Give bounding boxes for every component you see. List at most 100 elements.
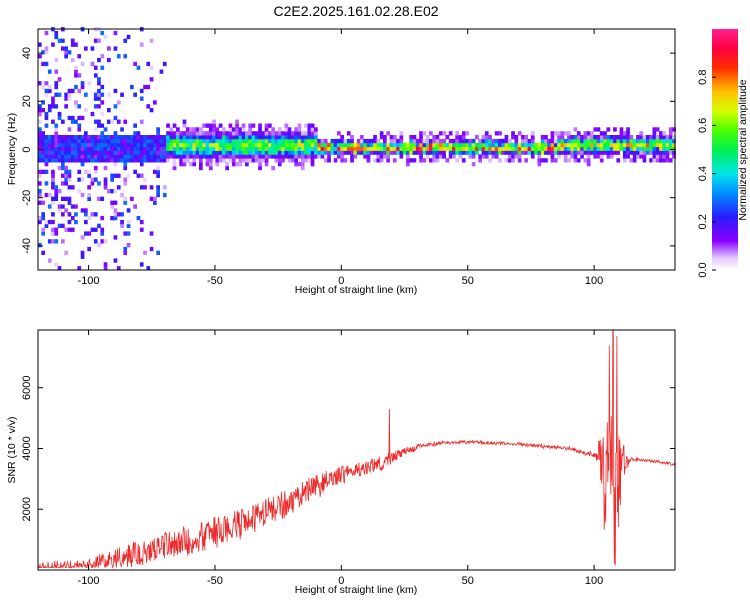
spectrogram-cell — [488, 138, 492, 144]
spectrogram-cell — [136, 65, 141, 70]
spectrogram-cell — [511, 158, 515, 163]
spectrogram-cell — [222, 146, 226, 151]
spectrogram-cell — [57, 208, 62, 213]
spectrogram-cell — [146, 84, 151, 90]
spectrogram-cell — [172, 162, 177, 167]
spectrogram-cell — [192, 150, 197, 155]
spectrogram-cell — [350, 138, 354, 144]
spectrogram-cell — [662, 150, 667, 155]
spectrogram-cell — [369, 142, 374, 148]
spectrogram-cell — [557, 131, 561, 136]
spectrogram-cell — [205, 142, 210, 148]
spectrogram-cell — [557, 138, 561, 144]
spectrogram-cell — [645, 150, 650, 155]
spectrogram-cell — [77, 189, 82, 194]
spectrogram-cell — [57, 189, 62, 194]
spectrogram-cell — [649, 158, 653, 163]
spectrogram-cell — [310, 131, 315, 136]
spectrogram-cell — [491, 154, 496, 159]
spectrogram-cell — [38, 119, 42, 124]
spectrogram-cell — [580, 142, 584, 148]
spectrogram-cell — [149, 246, 154, 252]
spectrogram-cell — [261, 146, 266, 151]
spectrogram-cell — [205, 146, 210, 151]
colorbar-tick-label: 0.2 — [697, 214, 709, 229]
spectrogram-cell — [277, 158, 282, 163]
spectrogram-cell — [511, 142, 515, 148]
spectrogram-cell — [406, 158, 410, 163]
spectrogram-cell — [563, 158, 568, 163]
spectrogram-cell — [153, 169, 157, 174]
spectrogram-cell — [622, 138, 627, 144]
spectrogram-cell — [320, 142, 325, 148]
spectrogram-cell — [93, 104, 98, 109]
spectrogram-cell — [599, 154, 604, 159]
spectrogram-cell — [61, 162, 65, 167]
spectrogram-cell — [169, 138, 174, 144]
spectrogram-cell — [113, 216, 118, 221]
spectrogram-cell — [146, 138, 151, 144]
spectrogram-cell — [655, 138, 660, 144]
spectrogram-cell — [93, 119, 98, 124]
spectrogram-cell — [619, 142, 624, 148]
spectrogram-cell — [455, 131, 459, 136]
spectrogram-cell — [228, 135, 233, 140]
spectrogram-y-tick-label: 40 — [21, 47, 33, 59]
spectrogram-cell — [93, 146, 98, 151]
spectrogram-cell — [179, 150, 183, 155]
spectrogram-cell — [609, 154, 614, 159]
spectrogram-cell — [218, 154, 223, 159]
spectrogram-cell — [67, 50, 72, 55]
spectrogram-cell — [113, 235, 118, 240]
spectrogram-cell — [38, 169, 42, 174]
spectrogram-cell — [61, 165, 65, 171]
spectrogram-cell — [179, 146, 183, 151]
spectrogram-cell — [116, 100, 121, 105]
spectrogram-cell — [159, 138, 164, 144]
spectrogram-cell — [74, 150, 78, 155]
spectrogram-cell — [524, 158, 528, 163]
spectrogram-cell — [668, 135, 673, 140]
spectrogram-cell — [149, 77, 154, 82]
spectrogram-cell — [57, 135, 62, 140]
spectrogram-cell — [130, 196, 134, 201]
spectrogram-cell — [222, 127, 226, 132]
spectrogram-cell — [645, 138, 650, 144]
spectrogram-cell — [156, 127, 160, 132]
spectrogram-cell — [320, 150, 325, 155]
spectrogram-cell — [563, 154, 568, 159]
spectrogram-cell — [67, 150, 72, 155]
spectrogram-cell — [672, 138, 676, 144]
spectrogram-cell — [310, 123, 315, 128]
spectrogram-cell — [80, 61, 85, 67]
spectrogram-cell — [44, 61, 49, 67]
spectrogram-cell — [294, 135, 298, 140]
spectrogram-cell — [369, 146, 374, 151]
spectrogram-cell — [468, 138, 473, 144]
spectrogram-cell — [90, 111, 95, 117]
spectrogram-cell — [235, 135, 239, 140]
spectrogram-cell — [389, 138, 394, 144]
spectrogram-cell — [652, 131, 657, 136]
spectrogram-cell — [80, 142, 85, 148]
spectrogram-cell — [455, 146, 459, 151]
spectrogram-cell — [235, 162, 239, 167]
spectrogram-cell — [80, 81, 85, 86]
spectrogram-cell — [47, 150, 52, 155]
spectrogram-cell — [149, 135, 154, 140]
spectrogram-cell — [300, 131, 305, 136]
spectrogram-cell — [379, 158, 384, 163]
spectrogram-cell — [47, 154, 52, 159]
spectrogram-cell — [507, 138, 512, 144]
spectrogram-cell — [192, 131, 197, 136]
spectrogram-cell — [87, 196, 91, 201]
spectrogram-cell — [179, 135, 183, 140]
spectrogram-cell — [225, 146, 229, 151]
spectrogram-cell — [113, 104, 118, 109]
spectrogram-cell — [41, 212, 45, 217]
spectrogram-cell — [636, 146, 640, 151]
spectrogram-cell — [277, 135, 282, 140]
spectrogram-cell — [593, 127, 598, 132]
spectrogram-cell — [172, 146, 177, 151]
spectrogram-cell — [379, 150, 384, 155]
